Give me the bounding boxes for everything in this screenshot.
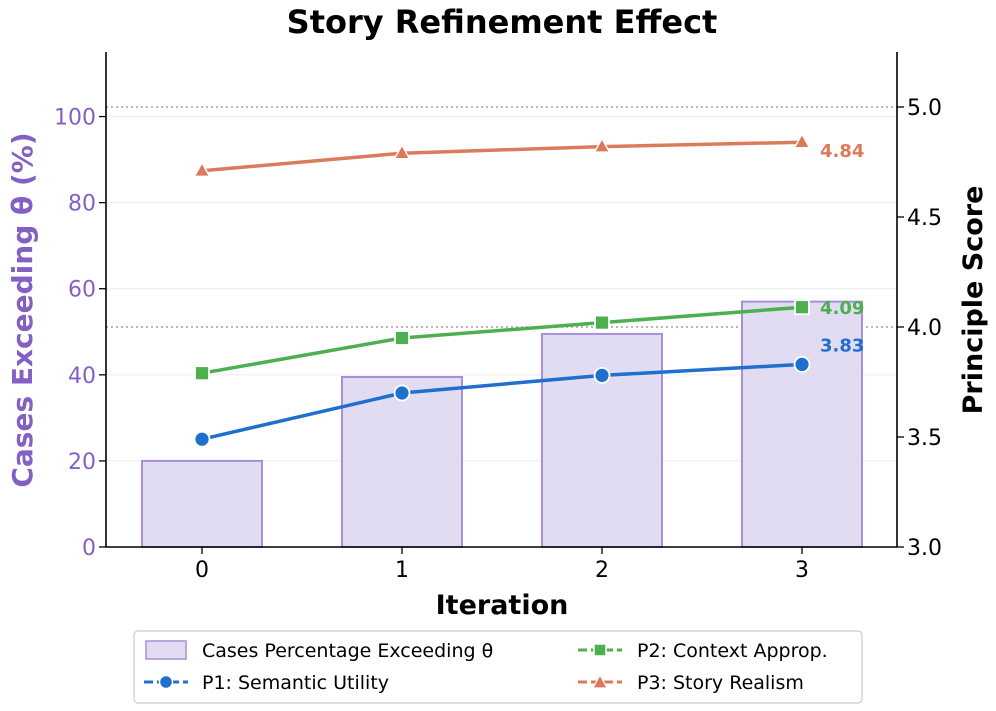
right-axis-label: Principle Score: [958, 186, 989, 415]
series-lines: [201, 140, 803, 441]
data-point: [194, 365, 210, 382]
x-axis-label: Iteration: [436, 590, 569, 621]
data-point: [793, 355, 811, 373]
legend-p3-label: P3: Story Realism: [637, 672, 804, 694]
data-point: [593, 137, 611, 153]
right-axis-ticks: 3.0 3.5 4.0 4.5 5.0: [897, 96, 942, 561]
right-tick-label: 4.0: [907, 316, 942, 341]
right-tick-label: 5.0: [907, 96, 942, 121]
left-tick-label: 0: [82, 536, 96, 561]
bars: [141, 300, 863, 549]
x-tick-label: 2: [595, 558, 609, 583]
x-tick-label: 3: [795, 558, 809, 583]
legend: Cases Percentage Exceeding θ P1: Semanti…: [133, 630, 863, 704]
left-tick-label: 80: [68, 192, 96, 217]
series-end-label: 3.83: [820, 335, 864, 356]
legend-p1-marker: [158, 674, 174, 690]
left-axis-label: Cases Exceeding θ (%): [6, 132, 39, 487]
series-end-label: 4.84: [820, 141, 864, 162]
left-tick-label: 100: [54, 106, 96, 131]
bar: [141, 459, 263, 549]
legend-p3-marker: [591, 673, 609, 689]
left-tick-label: 60: [68, 278, 96, 303]
data-point: [594, 314, 610, 331]
bar: [741, 300, 863, 548]
end-labels: 3.83 4.09 4.84: [820, 141, 864, 356]
data-point: [393, 143, 411, 160]
series-markers: [193, 132, 811, 448]
legend-bar-label: Cases Percentage Exceeding θ: [202, 640, 493, 662]
data-point: [794, 299, 810, 316]
series-line: [201, 140, 803, 173]
x-axis-ticks: 0 1 2 3: [195, 547, 809, 583]
right-tick-label: 3.0: [907, 536, 942, 561]
x-tick-label: 1: [395, 558, 409, 583]
x-tick-label: 0: [195, 558, 209, 583]
left-tick-label: 40: [68, 364, 96, 389]
data-point: [393, 384, 411, 402]
data-point: [593, 366, 611, 384]
data-point: [193, 430, 211, 448]
legend-frame: [133, 630, 863, 704]
reference-lines: [106, 106, 897, 328]
legend-p2-label: P2: Context Approp.: [637, 640, 828, 662]
bar: [341, 375, 463, 549]
legend-p1-label: P1: Semantic Utility: [202, 672, 389, 694]
series-end-label: 4.09: [820, 298, 864, 319]
left-tick-label: 20: [68, 450, 96, 475]
legend-p2-marker: [593, 643, 607, 657]
data-point: [394, 330, 410, 346]
data-point: [793, 132, 811, 149]
data-point: [193, 161, 211, 178]
series-line: [201, 305, 803, 375]
bar: [541, 332, 663, 548]
right-tick-label: 4.5: [907, 206, 942, 231]
series-line: [201, 362, 803, 441]
right-tick-label: 3.5: [907, 426, 942, 451]
legend-bar-swatch: [145, 640, 187, 660]
chart-title: Story Refinement Effect: [287, 3, 718, 41]
left-axis-ticks: 0 20 40 60 80 100: [54, 106, 106, 561]
